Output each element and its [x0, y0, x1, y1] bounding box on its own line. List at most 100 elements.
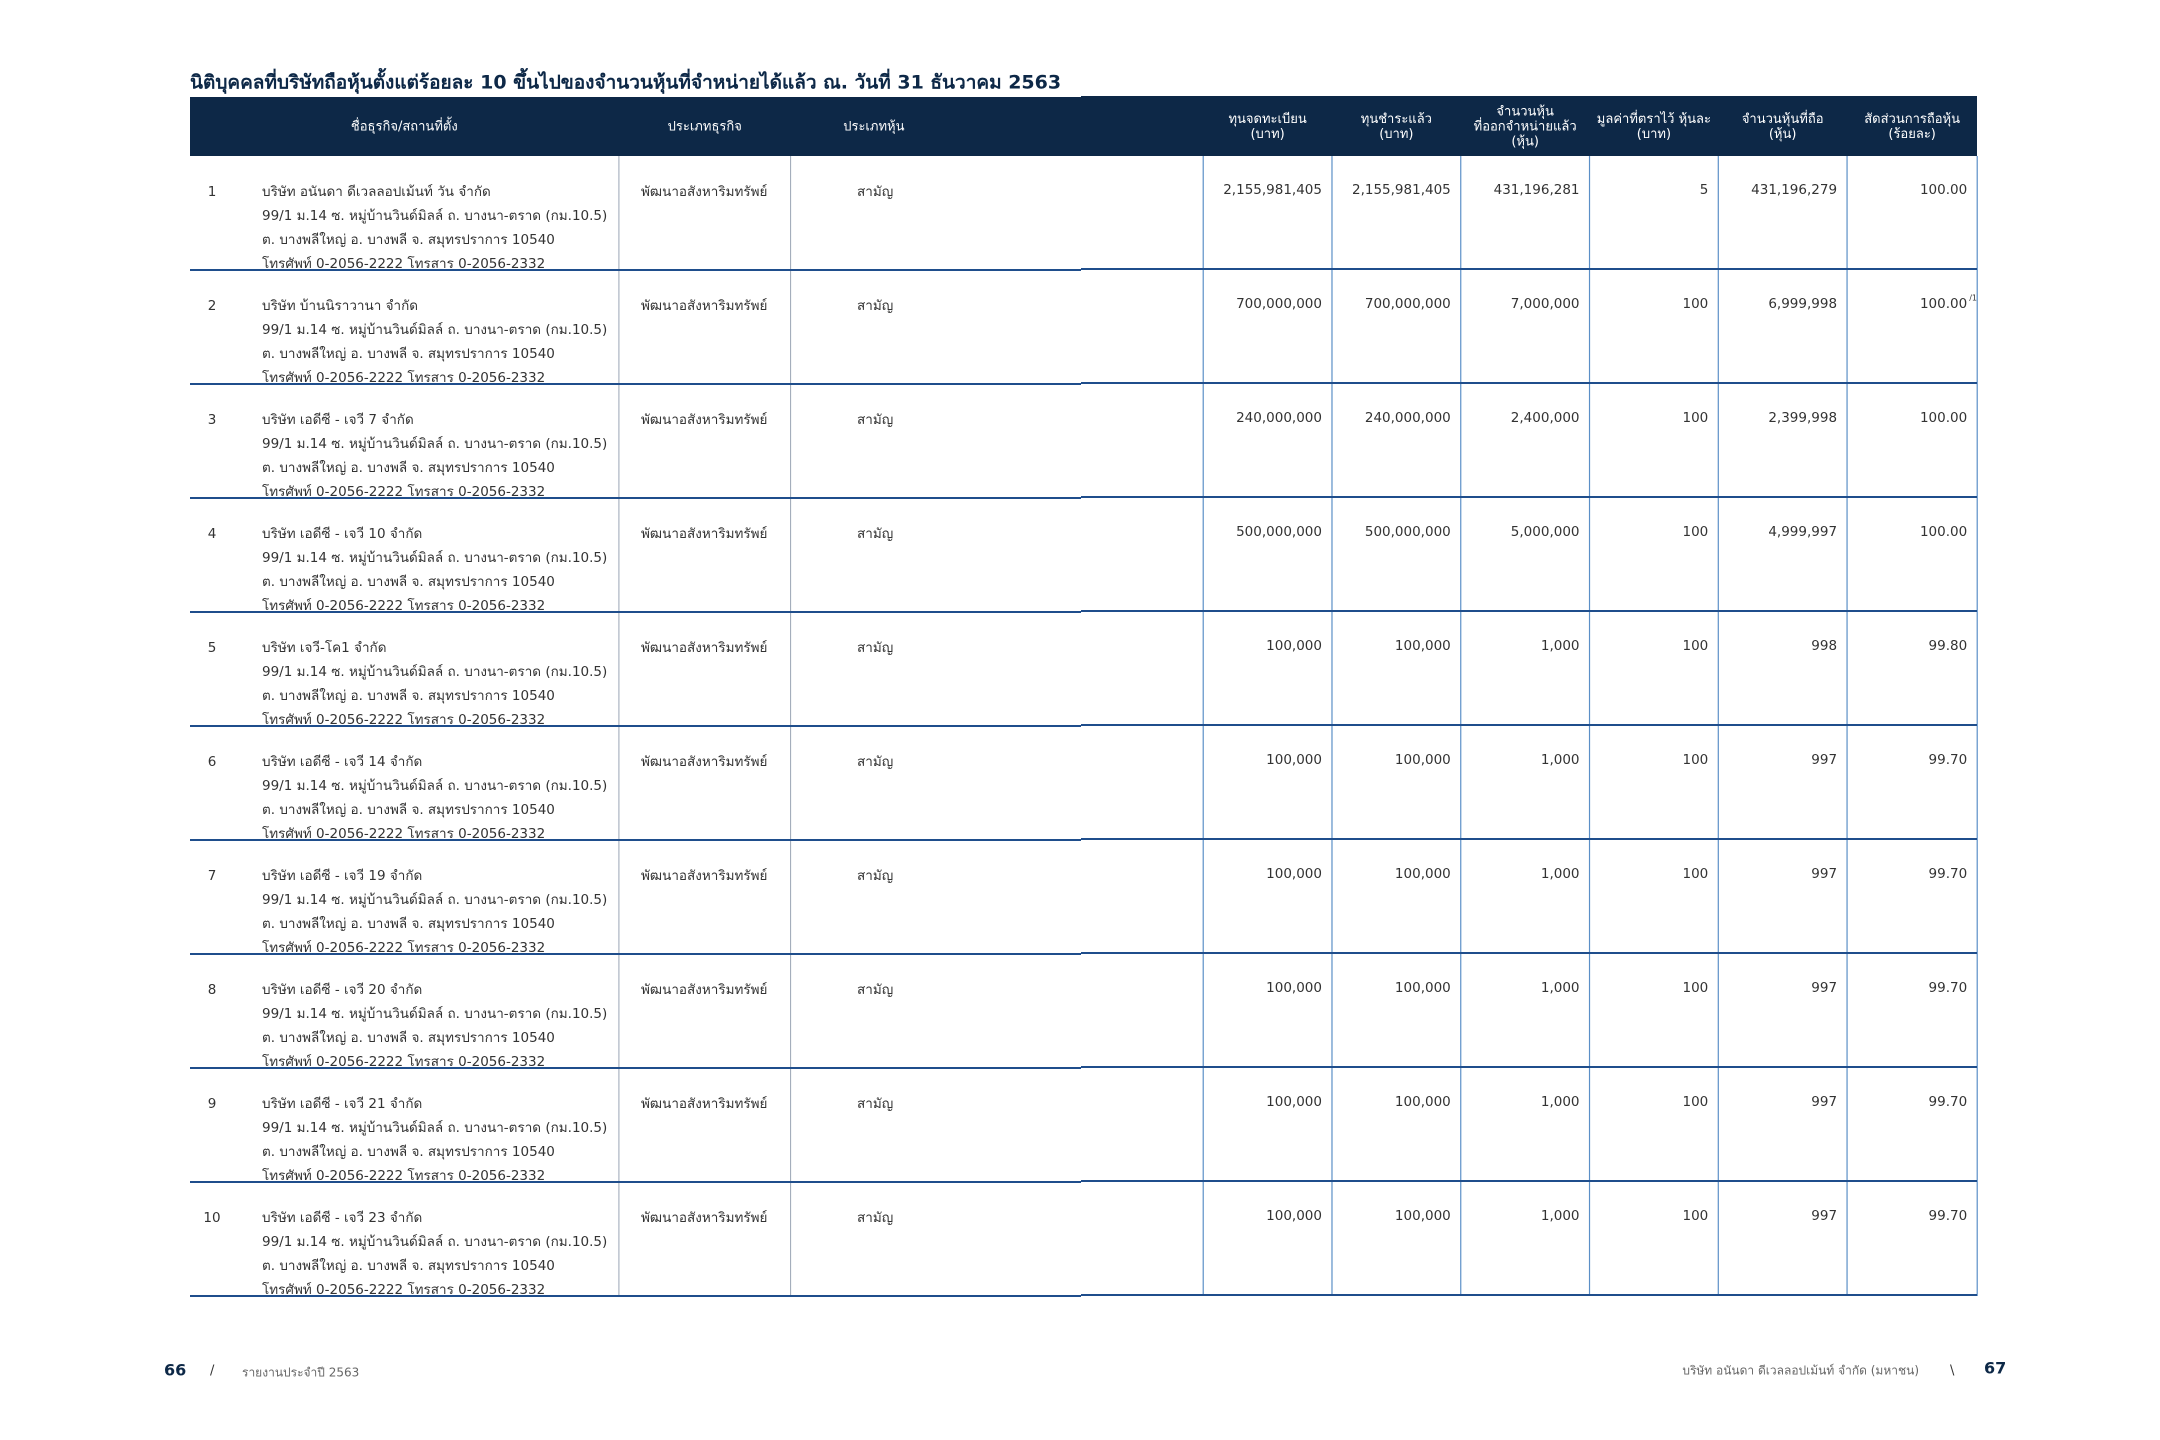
- cell-value: 5: [1700, 182, 1709, 198]
- row-number: 1: [208, 184, 217, 200]
- company-name: บริษัท เอดีซี - เจวี 20 จำกัด: [262, 982, 422, 998]
- column-header: จำนวนหุ้นที่ถือ: [1742, 110, 1824, 127]
- business-type: พัฒนาอสังหาริมทรัพย์: [641, 297, 767, 314]
- address-line: โทรศัพท์ 0-2056-2222 โทรสาร 0-2056-2332: [262, 597, 545, 614]
- cell-value: 100: [1683, 410, 1709, 426]
- column-header: ที่ออกจำหน่ายแล้ว: [1474, 118, 1577, 135]
- cell-value: 5,000,000: [1511, 524, 1580, 540]
- cell-value: 100: [1683, 980, 1709, 996]
- row-number: 4: [208, 526, 217, 542]
- share-type: สามัญ: [857, 754, 893, 770]
- address-line: 99/1 ม.14 ซ. หมู่บ้านวินด์มิลล์ ถ. บางนา…: [262, 777, 607, 794]
- cell-value: 100,000: [1266, 980, 1322, 996]
- share-type: สามัญ: [857, 1210, 893, 1226]
- address-line: ต. บางพลีใหญ่ อ. บางพลี จ. สมุทรปราการ 1…: [262, 801, 555, 818]
- address-line: 99/1 ม.14 ซ. หมู่บ้านวินด์มิลล์ ถ. บางนา…: [262, 1005, 607, 1022]
- cell-value: 100,000: [1395, 1094, 1451, 1110]
- column-header: (บาท): [1379, 127, 1413, 142]
- cell-value: 1,000: [1541, 1208, 1580, 1224]
- address-line: โทรศัพท์ 0-2056-2222 โทรสาร 0-2056-2332: [262, 1167, 545, 1184]
- cell-value: 100: [1683, 752, 1709, 768]
- column-header: ประเภทหุ้น: [843, 120, 904, 135]
- business-type: พัฒนาอสังหาริมทรัพย์: [641, 1209, 767, 1226]
- cell-value: 100: [1683, 866, 1709, 882]
- row-number: 7: [208, 868, 217, 884]
- company-name: บริษัท เอดีซี - เจวี 10 จำกัด: [262, 526, 422, 542]
- cell-value: 997: [1811, 980, 1837, 996]
- address-line: ต. บางพลีใหญ่ อ. บางพลี จ. สมุทรปราการ 1…: [262, 459, 555, 476]
- row-number: 8: [208, 982, 217, 998]
- column-header: ทุนจดทะเบียน: [1228, 111, 1306, 127]
- cell-value: 240,000,000: [1365, 410, 1451, 426]
- cell-value: 500,000,000: [1365, 524, 1451, 540]
- column-header: ทุนชำระแล้ว: [1361, 112, 1432, 127]
- row-number: 5: [208, 640, 217, 656]
- company-name: บริษัท เอดีซี - เจวี 21 จำกัด: [262, 1096, 422, 1112]
- cell-value: 431,196,281: [1494, 182, 1580, 198]
- cell-value: 700,000,000: [1365, 296, 1451, 312]
- row-number: 10: [203, 1210, 220, 1226]
- footer-text: รายงานประจำปี 2563: [242, 1366, 359, 1380]
- address-line: 99/1 ม.14 ซ. หมู่บ้านวินด์มิลล์ ถ. บางนา…: [262, 891, 607, 908]
- cell-value: 100.00: [1920, 296, 1967, 312]
- separator: /: [210, 1364, 215, 1379]
- cell-value: 99.70: [1929, 1208, 1968, 1224]
- cell-value: 7,000,000: [1511, 296, 1580, 312]
- column-header: (หุ้น): [1511, 135, 1539, 150]
- cell-value: 6,999,998: [1768, 296, 1837, 312]
- share-type: สามัญ: [857, 184, 893, 200]
- cell-value: 100.00: [1920, 410, 1967, 426]
- cell-value: 2,155,981,405: [1223, 182, 1322, 198]
- column-header: มูลค่าที่ตราไว้ หุ้นละ: [1597, 110, 1711, 127]
- business-type: พัฒนาอสังหาริมทรัพย์: [641, 411, 767, 428]
- cell-value: 240,000,000: [1236, 410, 1322, 426]
- cell-value: 100.00: [1920, 182, 1967, 198]
- address-line: 99/1 ม.14 ซ. หมู่บ้านวินด์มิลล์ ถ. บางนา…: [262, 321, 607, 338]
- business-type: พัฒนาอสังหาริมทรัพย์: [641, 1095, 767, 1112]
- cell-value: 100.00: [1920, 524, 1967, 540]
- business-type: พัฒนาอสังหาริมทรัพย์: [641, 981, 767, 998]
- cell-value: 1,000: [1541, 752, 1580, 768]
- share-type: สามัญ: [857, 982, 893, 998]
- cell-value: 997: [1811, 1208, 1837, 1224]
- address-line: ต. บางพลีใหญ่ อ. บางพลี จ. สมุทรปราการ 1…: [262, 1029, 555, 1046]
- company-name: บริษัท บ้านนิราวานา จำกัด: [262, 298, 418, 314]
- address-line: 99/1 ม.14 ซ. หมู่บ้านวินด์มิลล์ ถ. บางนา…: [262, 207, 607, 224]
- cell-value: 997: [1811, 1094, 1837, 1110]
- column-header: (ร้อยละ): [1888, 127, 1936, 142]
- cell-value: 100: [1683, 638, 1709, 654]
- business-type: พัฒนาอสังหาริมทรัพย์: [641, 525, 767, 542]
- address-line: โทรศัพท์ 0-2056-2222 โทรสาร 0-2056-2332: [262, 255, 545, 272]
- address-line: โทรศัพท์ 0-2056-2222 โทรสาร 0-2056-2332: [262, 1053, 545, 1070]
- footer-text: บริษัท อนันดา ดีเวลลอปเม้นท์ จำกัด (มหาช…: [1682, 1364, 1919, 1378]
- page-number: 67: [1984, 1359, 2006, 1378]
- cell-value: 100: [1683, 296, 1709, 312]
- column-header: ชื่อธุรกิจ/สถานที่ตั้ง: [351, 117, 458, 135]
- cell-value: 2,400,000: [1511, 410, 1580, 426]
- address-line: โทรศัพท์ 0-2056-2222 โทรสาร 0-2056-2332: [262, 1281, 545, 1298]
- cell-value: 100,000: [1266, 752, 1322, 768]
- header-bar: [1081, 96, 1977, 156]
- share-type: สามัญ: [857, 868, 893, 884]
- company-name: บริษัท เอดีซี - เจวี 19 จำกัด: [262, 868, 422, 884]
- cell-value: 100: [1683, 1094, 1709, 1110]
- address-line: 99/1 ม.14 ซ. หมู่บ้านวินด์มิลล์ ถ. บางนา…: [262, 1119, 607, 1136]
- row-number: 3: [208, 412, 217, 428]
- address-line: โทรศัพท์ 0-2056-2222 โทรสาร 0-2056-2332: [262, 711, 545, 728]
- address-line: 99/1 ม.14 ซ. หมู่บ้านวินด์มิลล์ ถ. บางนา…: [262, 1233, 607, 1250]
- cell-value: 100,000: [1395, 866, 1451, 882]
- business-type: พัฒนาอสังหาริมทรัพย์: [641, 753, 767, 770]
- column-header: (บาท): [1250, 127, 1284, 142]
- cell-value: 99.70: [1929, 866, 1968, 882]
- share-type: สามัญ: [857, 526, 893, 542]
- row-number: 6: [208, 754, 217, 770]
- company-name: บริษัท อนันดา ดีเวลลอปเม้นท์ วัน จำกัด: [262, 183, 491, 200]
- cell-value: 100,000: [1395, 638, 1451, 654]
- address-line: โทรศัพท์ 0-2056-2222 โทรสาร 0-2056-2332: [262, 369, 545, 386]
- cell-value: 100: [1683, 1208, 1709, 1224]
- cell-value: 100,000: [1395, 752, 1451, 768]
- cell-value: 99.70: [1929, 752, 1968, 768]
- company-name: บริษัท เจวี-โค1 จำกัด: [262, 639, 386, 656]
- cell-value: 1,000: [1541, 866, 1580, 882]
